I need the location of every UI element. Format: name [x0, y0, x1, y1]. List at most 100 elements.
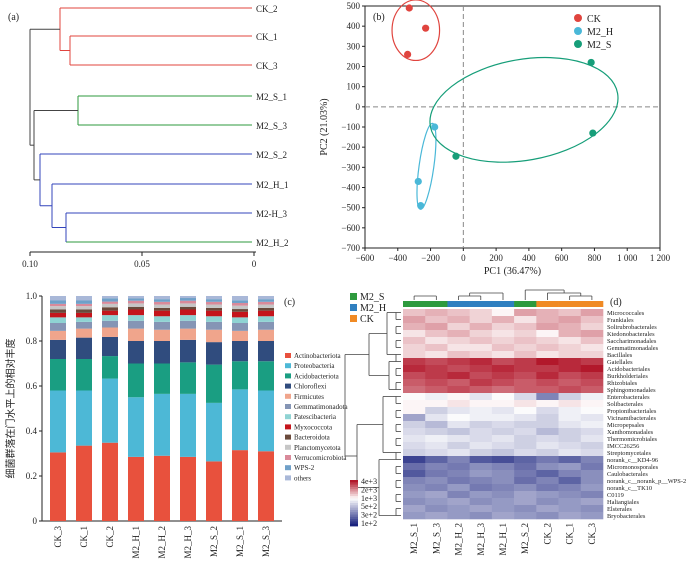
heatmap-cell	[469, 344, 493, 352]
bar-segment-Bacteroidota	[206, 307, 222, 311]
heatmap-cell	[447, 309, 470, 317]
bar-segment-Verrucomicrobiota	[180, 300, 196, 304]
bar-segment-Acidobacteriota	[180, 362, 196, 394]
y-tick-label: −100	[341, 122, 360, 132]
bar-segment-WPS-2	[232, 300, 248, 303]
bar-segment-Verrucomicrobiota	[128, 300, 144, 304]
color-legend-label-2: 1e+3	[361, 494, 377, 503]
heatmap-cell	[536, 351, 559, 359]
bar-segment-Myxococcota	[128, 309, 144, 316]
heatmap-cell	[558, 309, 582, 317]
group-legend-swatch-CK	[350, 315, 357, 322]
x-tick-label: 200	[489, 253, 503, 263]
heatmap-cell	[403, 309, 426, 317]
leaf-label-8: M2_H_2	[256, 238, 289, 248]
heatmap-cell	[403, 477, 426, 485]
bar-segment-Acidobacteriota	[232, 361, 248, 390]
heatmap-cell	[580, 337, 604, 345]
heatmap-cell	[491, 337, 515, 345]
bar-segment-Bacteroidota	[102, 307, 118, 311]
heatmap-cell	[536, 309, 559, 317]
row-label-18: Thermomicrobiales	[607, 436, 658, 443]
heatmap-cell	[447, 470, 470, 478]
bar-segment-Gemmatimonadota	[232, 323, 248, 331]
heatmap-cell	[425, 435, 448, 443]
heatmap-cell	[580, 372, 604, 380]
x-tick-label: 400	[522, 253, 536, 263]
bar-segment-Patescibacteria	[180, 315, 196, 321]
heatmap-cell	[580, 393, 604, 401]
heatmap-cell	[469, 407, 493, 415]
heatmap-cell	[403, 512, 426, 520]
bar-segment-others	[50, 296, 66, 301]
x-tick-label: M2_S_1	[235, 526, 245, 557]
panel-a-dendrogram: (a) CK_2 CK_1 CK_3 M2_S_1 M2_S_3 M2_S_2 M2_H_1 M…	[8, 4, 289, 269]
heatmap-cell	[514, 344, 537, 352]
bar-segment-Firmicutes	[206, 329, 222, 343]
legend-swatch-Verrucomicrobiota	[285, 455, 291, 460]
heatmap-cell	[469, 372, 493, 380]
row-label-13: Solibacterales	[607, 401, 643, 408]
legend-label-Bacteroidota: Bacteroidota	[294, 434, 331, 442]
heatmap-cell	[580, 428, 604, 436]
heatmap-cell	[558, 435, 582, 443]
heatmap-cell	[491, 407, 515, 415]
heatmap-cell	[491, 358, 515, 366]
x-tick-label: CK_3	[53, 526, 63, 548]
color-legend-step	[350, 486, 358, 490]
legend-label-Actinobacteriota: Actinobacteriota	[294, 352, 342, 360]
bar-segment-Patescibacteria	[128, 315, 144, 321]
heatmap-cell	[514, 358, 537, 366]
heatmap-cell	[580, 414, 604, 422]
heatmap-cell	[580, 421, 604, 429]
heatmap-cell	[403, 442, 426, 450]
heatmap-cell	[514, 386, 537, 394]
bar-segment-Bacteroidota	[50, 309, 66, 313]
heatmap-cell	[469, 330, 493, 338]
heatmap-cell	[514, 456, 537, 464]
x-tick-label: 1 000	[617, 253, 638, 263]
heatmap-cell	[447, 372, 470, 380]
heatmap-cell	[580, 477, 604, 485]
heatmap-cell	[425, 442, 448, 450]
panel-c-label: (c)	[284, 297, 295, 308]
heatmap-cell	[469, 316, 493, 324]
row-label-2: Solirubrobacterales	[607, 324, 657, 331]
bar-segment-Actinobacteriota	[102, 442, 118, 521]
bar-segment-Bacteroidota	[180, 306, 196, 310]
bar-segment-Acidobacteriota	[154, 363, 170, 394]
y-tick-label: 200	[347, 62, 361, 72]
bar-segment-WPS-2	[258, 299, 274, 302]
heatmap-cell	[491, 505, 515, 513]
leaf-label-0: CK_2	[256, 4, 278, 14]
bar-segment-Planctomycetota	[154, 304, 170, 308]
heatmap-cell	[403, 379, 426, 387]
heatmap-cell	[425, 491, 448, 499]
bar-segment-Myxococcota	[258, 310, 274, 317]
heatmap-cell	[514, 428, 537, 436]
heatmap-cell	[514, 505, 537, 513]
legend-swatch-Acidobacteriota	[285, 373, 291, 379]
heatmap-cell	[491, 309, 515, 317]
bar-segment-Bacteroidota	[154, 307, 170, 311]
bar-segment-Firmicutes	[128, 328, 144, 341]
heatmap-cell	[491, 414, 515, 422]
legend-swatch-Patescibacteria	[285, 414, 291, 420]
heatmap-cell	[491, 449, 515, 457]
confidence-ellipse-CK	[391, 0, 441, 62]
row-label-20: Streptomycetales	[607, 450, 652, 457]
bar-segment-Patescibacteria	[206, 316, 222, 322]
color-legend-step	[350, 512, 358, 515]
heatmap-cell	[536, 330, 559, 338]
heatmap-cell	[403, 386, 426, 394]
dendro-tick-label-2: 0	[252, 259, 257, 269]
heatmap-cell	[580, 309, 604, 317]
row-label-23: Caulobacterales	[607, 471, 648, 478]
y-axis-label: PC2 (21.03%)	[319, 98, 330, 155]
heatmap-cell	[558, 484, 582, 492]
row-label-26: C0119	[607, 492, 624, 499]
panel-b-pca-scatter: (b) −600 −400 −200 0 200 400 600 800 1 000 1 200 50…	[319, 0, 671, 277]
row-label-0: Micrococcales	[607, 310, 645, 317]
leaf-label-4: M2_S_3	[256, 121, 288, 131]
column-label-3: M2_H_3	[476, 523, 486, 556]
